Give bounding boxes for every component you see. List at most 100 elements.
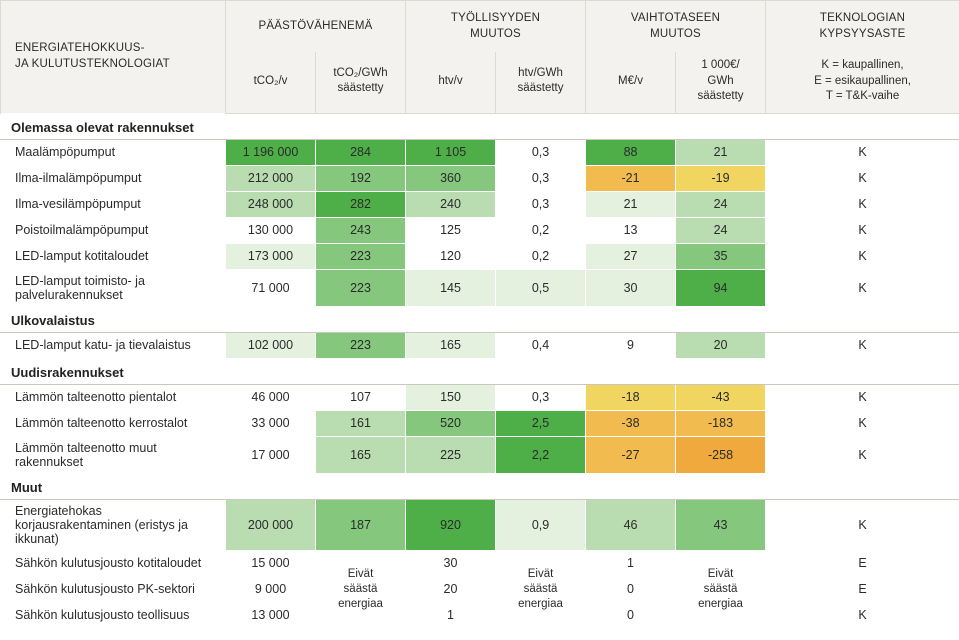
data-cell: 0,2	[496, 243, 586, 269]
row-label: Poistoilmalämpöpumput	[1, 217, 226, 243]
row-label: Energiatehokas korjausrakentaminen (eris…	[1, 499, 226, 550]
data-cell: 0,9	[496, 499, 586, 550]
table-row: Ilma-vesilämpöpumput248 0002822400,32124…	[1, 191, 959, 217]
technology-table: ENERGIATEHOKKUUS-JA KULUTUSTEKNOLOGIAT P…	[0, 0, 959, 629]
row-label: Lämmön talteenotto muut rakennukset	[1, 436, 226, 473]
table-row: Lämmön talteenotto pientalot46 000107150…	[1, 384, 959, 410]
section-title: Muut	[1, 473, 959, 499]
row-label: LED-lamput toimisto- ja palvelurakennuks…	[1, 269, 226, 306]
data-cell: 102 000	[226, 332, 316, 358]
row-label: Sähkön kulutusjousto PK-sektori	[1, 576, 226, 602]
data-cell: 284	[316, 139, 406, 165]
data-cell: 223	[316, 269, 406, 306]
data-cell: 223	[316, 332, 406, 358]
data-cell: 33 000	[226, 410, 316, 436]
merged-note: Eivätsäästäenergiaa	[676, 550, 766, 628]
maturity-cell: K	[766, 410, 959, 436]
data-cell: 243	[316, 217, 406, 243]
data-cell: 0,4	[496, 332, 586, 358]
maturity-cell: K	[766, 499, 959, 550]
data-cell: -18	[586, 384, 676, 410]
data-cell: 20	[406, 576, 496, 602]
data-cell: 24	[676, 191, 766, 217]
data-cell: 165	[406, 332, 496, 358]
merged-note: Eivätsäästäenergiaa	[496, 550, 586, 628]
table-row: Lämmön talteenotto kerrostalot33 0001615…	[1, 410, 959, 436]
data-cell: 282	[316, 191, 406, 217]
table-row: Maalämpöpumput1 196 0002841 1050,38821K	[1, 139, 959, 165]
section-row: Uudisrakennukset	[1, 358, 959, 384]
data-cell: 520	[406, 410, 496, 436]
row-label: Sähkön kulutusjousto teollisuus	[1, 602, 226, 628]
section-title: Uudisrakennukset	[1, 358, 959, 384]
subheader-4: M€/v	[586, 52, 676, 113]
data-cell: 1	[406, 602, 496, 628]
data-cell: 161	[316, 410, 406, 436]
table-row: Ilma-ilmalämpöpumput212 0001923600,3-21-…	[1, 165, 959, 191]
row-label: Maalämpöpumput	[1, 139, 226, 165]
table-row: Energiatehokas korjausrakentaminen (eris…	[1, 499, 959, 550]
data-cell: 13	[586, 217, 676, 243]
section-row: Olemassa olevat rakennukset	[1, 113, 959, 139]
data-cell: 150	[406, 384, 496, 410]
table-row: LED-lamput toimisto- ja palvelurakennuks…	[1, 269, 959, 306]
subheader-1: tCO₂/GWhsäästetty	[316, 52, 406, 113]
row-label: Lämmön talteenotto pientalot	[1, 384, 226, 410]
subheader-3: htv/GWhsäästetty	[496, 52, 586, 113]
data-cell: 0,3	[496, 191, 586, 217]
maturity-cell: K	[766, 602, 959, 628]
subheader-5: 1 000€/GWhsäästetty	[676, 52, 766, 113]
data-cell: 1 105	[406, 139, 496, 165]
data-cell: -21	[586, 165, 676, 191]
data-cell: 192	[316, 165, 406, 191]
data-cell: 30	[406, 550, 496, 576]
data-cell: 20	[676, 332, 766, 358]
subheader-0: tCO₂/v	[226, 52, 316, 113]
data-cell: -27	[586, 436, 676, 473]
row-label: Lämmön talteenotto kerrostalot	[1, 410, 226, 436]
table-body: Olemassa olevat rakennuksetMaalämpöpumpu…	[1, 113, 959, 628]
data-cell: 9 000	[226, 576, 316, 602]
data-cell: 0,5	[496, 269, 586, 306]
data-cell: 145	[406, 269, 496, 306]
data-cell: 21	[586, 191, 676, 217]
data-cell: 225	[406, 436, 496, 473]
row-label: Ilma-ilmalämpöpumput	[1, 165, 226, 191]
section-row: Muut	[1, 473, 959, 499]
data-cell: 248 000	[226, 191, 316, 217]
maturity-cell: K	[766, 269, 959, 306]
maturity-cell: E	[766, 550, 959, 576]
table-row: Poistoilmalämpöpumput130 0002431250,2132…	[1, 217, 959, 243]
data-cell: -19	[676, 165, 766, 191]
table-row: LED-lamput kotitaloudet173 0002231200,22…	[1, 243, 959, 269]
table-row: LED-lamput katu- ja tievalaistus102 0002…	[1, 332, 959, 358]
header-group-1: TYÖLLISYYDENMUUTOS	[406, 1, 586, 53]
header-legend: K = kaupallinen,E = esikaupallinen,T = T…	[766, 52, 959, 113]
header-group-2: VAIHTOTASEENMUUTOS	[586, 1, 766, 53]
data-cell: 1	[586, 550, 676, 576]
row-label: LED-lamput katu- ja tievalaistus	[1, 332, 226, 358]
data-cell: 1 196 000	[226, 139, 316, 165]
data-cell: 94	[676, 269, 766, 306]
data-cell: 223	[316, 243, 406, 269]
section-row: Ulkovalaistus	[1, 306, 959, 332]
data-cell: 200 000	[226, 499, 316, 550]
data-cell: 27	[586, 243, 676, 269]
data-cell: 13 000	[226, 602, 316, 628]
data-cell: 173 000	[226, 243, 316, 269]
maturity-cell: K	[766, 332, 959, 358]
data-cell: 2,2	[496, 436, 586, 473]
maturity-cell: K	[766, 436, 959, 473]
table-row: Sähkön kulutusjousto PK-sektori9 000200E	[1, 576, 959, 602]
data-cell: 71 000	[226, 269, 316, 306]
data-cell: 130 000	[226, 217, 316, 243]
data-cell: 88	[586, 139, 676, 165]
data-cell: 0,3	[496, 384, 586, 410]
section-title: Olemassa olevat rakennukset	[1, 113, 959, 139]
data-cell: 187	[316, 499, 406, 550]
data-cell: 0,3	[496, 139, 586, 165]
data-cell: 35	[676, 243, 766, 269]
maturity-cell: K	[766, 243, 959, 269]
data-cell: -258	[676, 436, 766, 473]
data-cell: 46	[586, 499, 676, 550]
